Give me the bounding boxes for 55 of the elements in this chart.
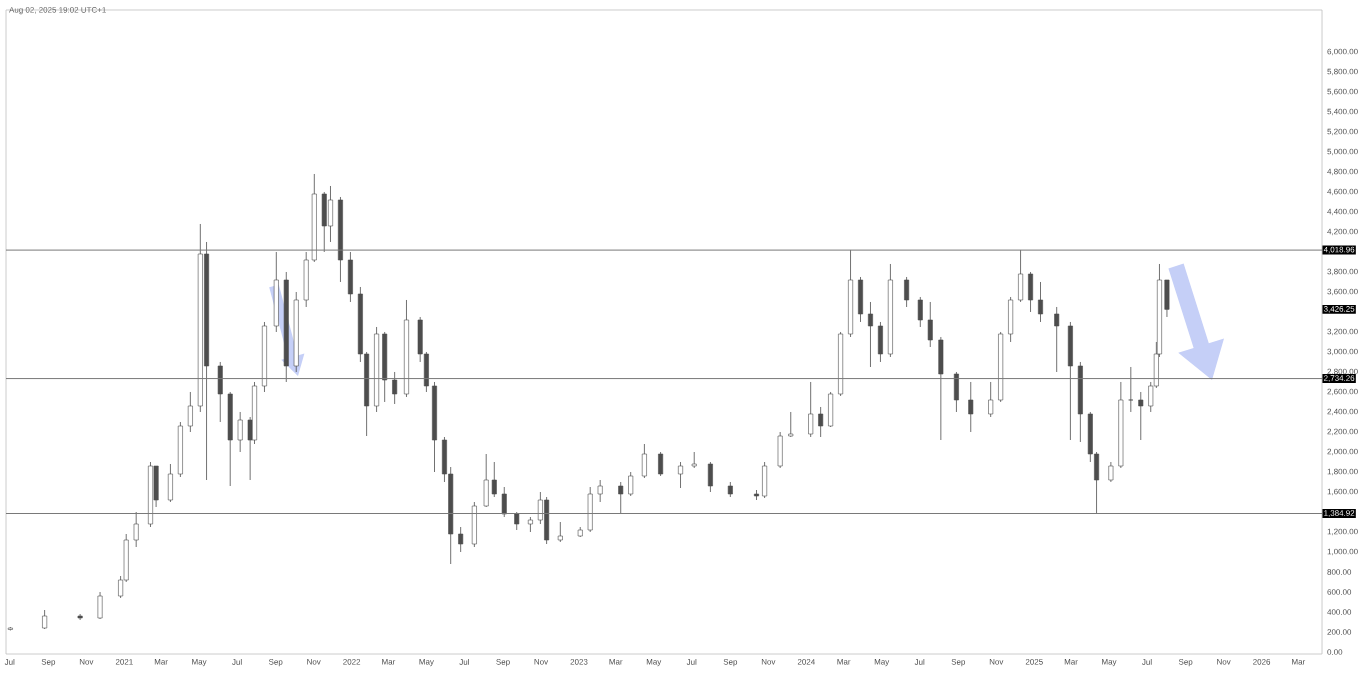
candlestick <box>641 443 647 479</box>
candlestick <box>237 411 243 453</box>
candlestick <box>1008 296 1014 343</box>
candlestick <box>483 453 489 508</box>
candlestick <box>658 451 664 477</box>
candlestick <box>544 496 550 545</box>
candlestick <box>217 361 223 423</box>
candlestick <box>347 251 353 303</box>
candlestick <box>187 391 193 433</box>
candlestick <box>628 471 634 497</box>
candlestick <box>1067 321 1073 441</box>
candlestick <box>808 381 814 438</box>
candlestick <box>927 301 933 348</box>
candlestick <box>1028 271 1034 313</box>
candlestick <box>762 461 768 499</box>
candlestick <box>968 381 974 433</box>
candlestick <box>597 479 603 503</box>
candlestick <box>501 486 507 518</box>
candlestick <box>818 406 824 438</box>
candlestick <box>691 451 697 469</box>
candlestick <box>938 336 944 441</box>
candlestick <box>1108 461 1114 483</box>
candlestick <box>1128 366 1134 413</box>
candlestick <box>777 431 783 469</box>
candlestick <box>97 591 103 620</box>
candlestick <box>678 461 683 489</box>
candlestick <box>788 411 794 438</box>
candlestick <box>177 421 183 478</box>
candlestick <box>877 321 883 363</box>
candlestick <box>828 391 834 428</box>
candlestick <box>133 511 139 548</box>
candlestick <box>858 276 863 323</box>
candlestick <box>392 371 398 405</box>
candlestick <box>1138 391 1144 441</box>
candlestick <box>904 276 910 308</box>
candlestick <box>867 301 873 368</box>
candlestick <box>618 481 624 515</box>
candlestick <box>707 461 713 493</box>
candlestick <box>953 371 959 413</box>
candlestick <box>917 296 923 328</box>
candlestick <box>167 463 173 503</box>
candlestick <box>1054 306 1060 373</box>
candlestick <box>328 185 333 243</box>
candlestick <box>1038 281 1043 323</box>
candlestick <box>227 391 233 487</box>
candlestick <box>1077 361 1083 443</box>
candlestick <box>321 191 327 253</box>
candlestick <box>382 331 388 403</box>
candlestick <box>587 486 593 533</box>
candlestick <box>557 521 563 543</box>
candlestick <box>458 526 464 553</box>
candlestick <box>471 501 477 548</box>
candlestick <box>1018 249 1024 303</box>
candlestick <box>988 381 994 418</box>
candlestick <box>273 251 279 333</box>
